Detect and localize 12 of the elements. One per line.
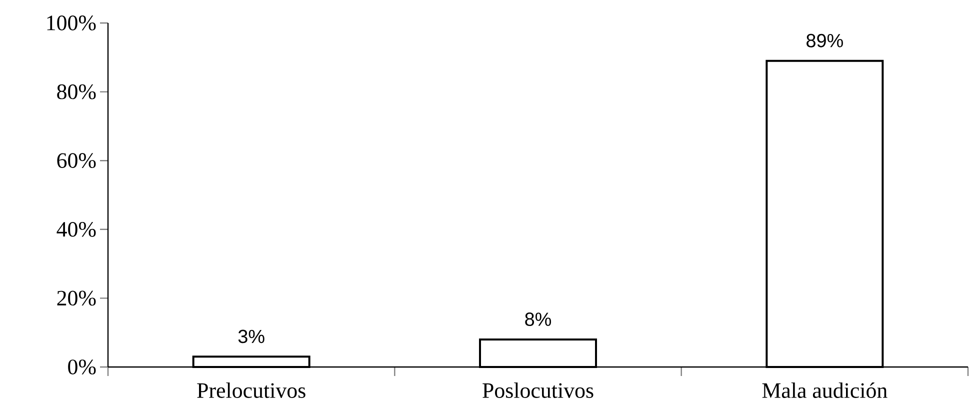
x-tick-label: Mala audición xyxy=(762,382,888,398)
data-label: 3% xyxy=(238,330,264,344)
y-tick-label: 80% xyxy=(57,84,96,100)
y-tick-label: 40% xyxy=(56,222,96,237)
data-label: 89% xyxy=(806,34,843,48)
x-tick-label: Prelocutivos xyxy=(197,382,306,398)
x-tick-label: Poslocutivos xyxy=(482,382,594,398)
data-label: 8% xyxy=(525,312,552,326)
y-tick-label: 60% xyxy=(57,153,96,168)
y-tick-label: 100% xyxy=(47,16,96,30)
y-tick-label: 20% xyxy=(57,290,96,306)
y-tick-label: 0% xyxy=(68,360,96,374)
